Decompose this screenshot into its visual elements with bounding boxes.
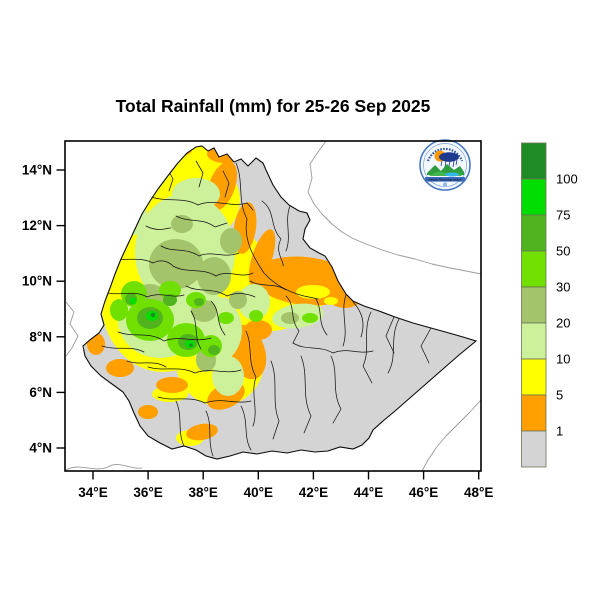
logo-seal-icon bbox=[442, 182, 448, 187]
logo-rain-lines bbox=[440, 159, 458, 168]
legend-label-20: 20 bbox=[556, 316, 570, 331]
y-axis: 14°N 12°N 10°N 8°N 6°N 4°N bbox=[22, 163, 65, 456]
legend-block-20-30 bbox=[521, 286, 547, 324]
logo-banner bbox=[425, 177, 465, 182]
legend-label-75: 75 bbox=[556, 208, 570, 223]
legend-label-100: 100 bbox=[556, 172, 578, 187]
x-tick-label-34e: 34°E bbox=[78, 485, 107, 500]
legend-block-5-10 bbox=[521, 358, 547, 396]
neighbor-country-outlines bbox=[65, 141, 481, 471]
x-axis: 34°E 36°E 38°E 40°E 42°E 44°E 46°E 48°E bbox=[78, 471, 493, 500]
y-tick-label-12n: 12°N bbox=[22, 218, 52, 233]
x-tick-label-36e: 36°E bbox=[133, 485, 162, 500]
x-tick-label-46e: 46°E bbox=[409, 485, 438, 500]
legend-block-10-20 bbox=[521, 322, 547, 360]
legend-block-75-100 bbox=[521, 178, 547, 216]
legend-label-10: 10 bbox=[556, 352, 570, 367]
color-legend: 100 75 50 30 20 10 5 1 bbox=[521, 142, 578, 468]
logo-water-icon bbox=[445, 172, 459, 177]
y-tick-label-10n: 10°N bbox=[22, 274, 52, 289]
legend-block-1-5 bbox=[521, 394, 547, 432]
logo-arc-text bbox=[426, 147, 464, 162]
logo-cloud-icon bbox=[439, 152, 459, 162]
ethiopia-outline bbox=[82, 145, 478, 460]
legend-label-50: 50 bbox=[556, 244, 570, 259]
rainfall-shading bbox=[87, 146, 432, 457]
map-frame bbox=[64, 140, 482, 472]
y-tick-label-14n: 14°N bbox=[22, 163, 52, 178]
rainfall-blobs-over-100mm bbox=[150, 312, 193, 347]
legend-block-over-100 bbox=[521, 142, 547, 180]
legend-label-1: 1 bbox=[556, 424, 563, 439]
figure-title: Total Rainfall (mm) for 25-26 Sep 2025 bbox=[116, 96, 431, 116]
legend-label-30: 30 bbox=[556, 280, 570, 295]
x-tick-label-38e: 38°E bbox=[188, 485, 217, 500]
logo-caption: Ethiopian Meteorology Institute bbox=[429, 178, 462, 181]
legend-block-50-75 bbox=[521, 214, 547, 252]
y-tick-label-4n: 4°N bbox=[29, 441, 52, 456]
admin-boundaries bbox=[101, 160, 432, 457]
institute-logo: Ethiopian Meteorology Institute bbox=[419, 139, 471, 191]
x-tick-label-40e: 40°E bbox=[244, 485, 273, 500]
rainfall-yellow-pockets bbox=[296, 285, 338, 305]
y-tick-label-6n: 6°N bbox=[29, 385, 52, 400]
legend-block-under-1 bbox=[521, 430, 547, 468]
x-tick-label-48e: 48°E bbox=[464, 485, 493, 500]
legend-block-30-50 bbox=[521, 250, 547, 288]
x-tick-label-42e: 42°E bbox=[299, 485, 328, 500]
legend-label-5: 5 bbox=[556, 388, 563, 403]
y-tick-label-8n: 8°N bbox=[29, 329, 52, 344]
x-tick-label-44e: 44°E bbox=[354, 485, 383, 500]
